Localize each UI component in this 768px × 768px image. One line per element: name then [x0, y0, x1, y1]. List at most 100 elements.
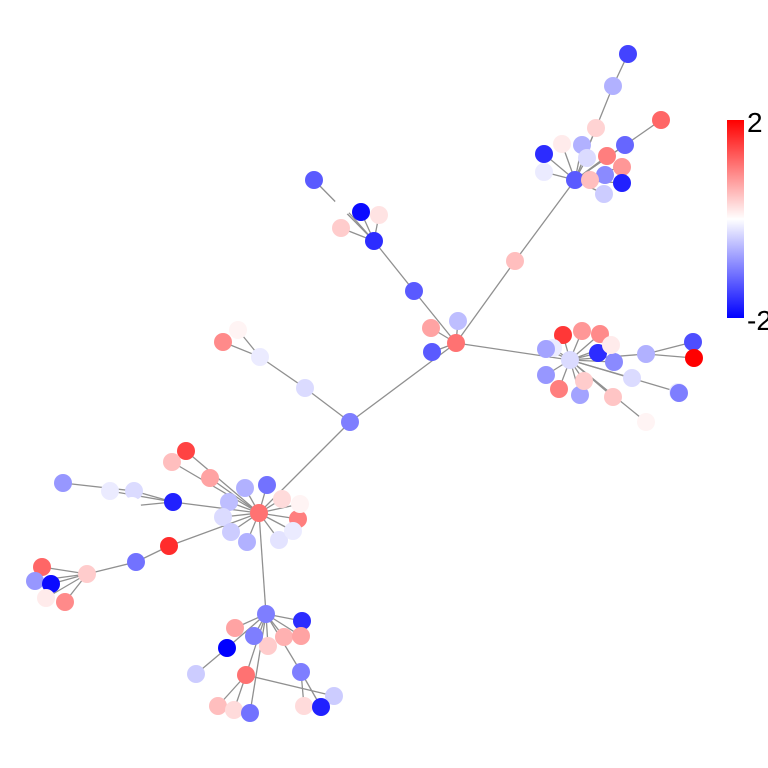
edge-b_hub-b12 — [249, 613, 267, 714]
node-b4 — [226, 619, 244, 637]
node-l_link1 — [251, 348, 269, 366]
edge-mid-l_link2 — [304, 387, 351, 423]
node-tr10 — [613, 158, 631, 176]
edge-ll_hub-b_hub — [258, 512, 267, 615]
node-tr5 — [553, 135, 571, 153]
node-r16 — [637, 413, 655, 431]
node-r8 — [537, 366, 555, 384]
node-lf_hub — [78, 565, 96, 583]
edge-n_upper_link-u_hub — [373, 240, 415, 292]
node-lw4 — [164, 493, 182, 511]
node-lf_link1 — [160, 537, 178, 555]
edge-b9-b14 — [245, 674, 335, 697]
node-r1 — [554, 326, 572, 344]
node-lw3 — [54, 474, 72, 492]
node-lf3 — [42, 575, 60, 593]
node-u1 — [352, 203, 370, 221]
node-u4 — [370, 206, 388, 224]
node-b11 — [225, 701, 243, 719]
node-tr9 — [596, 166, 614, 184]
node-r10 — [571, 386, 589, 404]
node-b12 — [241, 704, 259, 722]
node-l_link2 — [296, 379, 314, 397]
node-l2 — [214, 333, 232, 351]
edges-layer — [34, 53, 695, 714]
node-ll12 — [222, 523, 240, 541]
node-r6 — [589, 344, 607, 362]
node-c1 — [422, 319, 440, 337]
node-lw1 — [101, 482, 119, 500]
node-b14 — [325, 687, 343, 705]
node-ll3 — [201, 469, 219, 487]
edge-tr_link-tr_hub — [514, 179, 576, 262]
colorbar-max-label: 2 — [747, 107, 763, 138]
colorbar-gradient — [727, 120, 744, 318]
node-mid — [341, 413, 359, 431]
edge-hub_center-r_hub — [455, 342, 571, 361]
nodes-layer — [26, 45, 703, 722]
node-ll14 — [284, 522, 302, 540]
node-r13 — [604, 388, 622, 406]
node-tr11 — [613, 174, 631, 192]
node-lf_link2 — [127, 553, 145, 571]
node-r18 — [685, 349, 703, 367]
node-tr8 — [616, 136, 634, 154]
node-r5 — [537, 340, 555, 358]
node-lw5 — [123, 497, 141, 515]
node-b3 — [259, 637, 277, 655]
node-ll13 — [270, 531, 288, 549]
node-r3 — [591, 325, 609, 343]
node-r17 — [684, 333, 702, 351]
node-b5 — [245, 627, 263, 645]
edge-lw4-lw1 — [109, 490, 174, 503]
edge-ll_hub-lw4 — [172, 501, 260, 514]
node-tr_top2 — [604, 77, 622, 95]
edge-l_link2-l_link1 — [259, 356, 306, 389]
node-b10 — [209, 697, 227, 715]
node-ll4 — [258, 476, 276, 494]
node-l1 — [229, 321, 247, 339]
node-tr6 — [598, 147, 616, 165]
node-b16 — [312, 698, 330, 716]
node-lf1 — [33, 558, 51, 576]
node-r11 — [575, 372, 593, 390]
node-tr_hub — [566, 171, 584, 189]
node-r9 — [602, 336, 620, 354]
node-tr1 — [587, 119, 605, 137]
node-u2 — [305, 171, 323, 189]
node-tr14 — [652, 111, 670, 129]
node-r_hub — [561, 351, 579, 369]
node-b_hub — [257, 605, 275, 623]
node-lw2 — [125, 482, 143, 500]
node-b8 — [187, 665, 205, 683]
node-b7 — [292, 627, 310, 645]
node-b15 — [295, 697, 313, 715]
node-ll1 — [177, 442, 195, 460]
node-ll_hub — [250, 504, 268, 522]
node-b2 — [275, 628, 293, 646]
node-ll10 — [291, 495, 309, 513]
edge-lw2-lw3 — [62, 482, 135, 492]
node-ll11 — [238, 533, 256, 551]
node-tr_top1 — [619, 45, 637, 63]
node-r7 — [605, 353, 623, 371]
node-ll9 — [273, 490, 291, 508]
node-c2 — [449, 312, 467, 330]
node-ll6 — [220, 493, 238, 511]
node-n_upper_link — [405, 282, 423, 300]
edge-hub_center-tr_link — [455, 260, 516, 344]
edge-hub_center-n_upper_link — [413, 290, 457, 344]
node-tr13 — [581, 171, 599, 189]
node-tr12 — [595, 185, 613, 203]
colorbar-min-label: -2 — [747, 305, 768, 336]
node-r12 — [623, 369, 641, 387]
node-tr7 — [578, 149, 596, 167]
node-r14 — [637, 345, 655, 363]
node-u5 — [334, 197, 352, 215]
node-lf2 — [26, 572, 44, 590]
node-r19 — [670, 384, 688, 402]
node-b9 — [237, 666, 255, 684]
edge-ll_hub-ll2 — [171, 461, 260, 514]
edge-ll_hub-lf_link1 — [168, 512, 260, 547]
